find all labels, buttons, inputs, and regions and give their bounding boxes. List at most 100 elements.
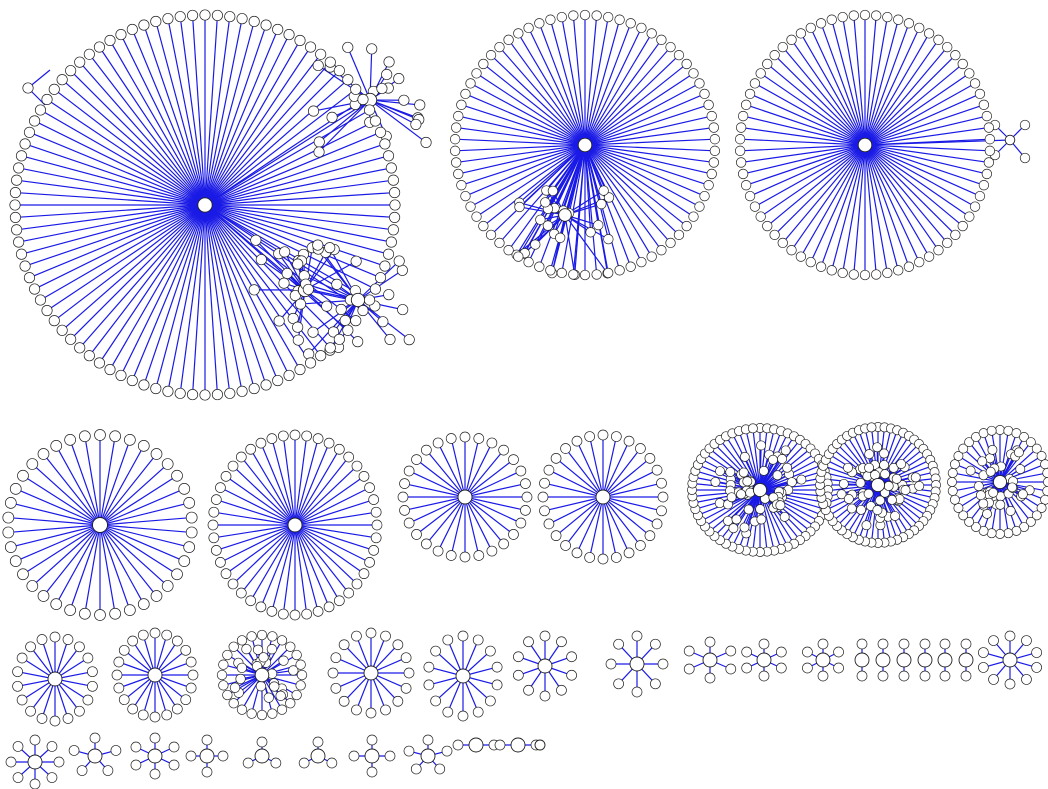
leaf-node[interactable]	[368, 545, 380, 556]
leaf-node[interactable]	[579, 9, 591, 21]
hub-node[interactable]	[958, 652, 974, 668]
leaf-node[interactable]	[768, 454, 778, 465]
leaf-node[interactable]	[635, 443, 646, 454]
leaf-node[interactable]	[453, 168, 464, 180]
leaf-node[interactable]	[1036, 451, 1047, 461]
leaf-node[interactable]	[758, 670, 770, 682]
leaf-node[interactable]	[276, 704, 288, 715]
leaf-node[interactable]	[545, 14, 556, 25]
leaf-node[interactable]	[1019, 152, 1031, 164]
leaf-node[interactable]	[986, 425, 997, 436]
hub-node[interactable]	[455, 668, 471, 684]
leaf-node[interactable]	[26, 458, 39, 470]
leaf-node[interactable]	[898, 670, 910, 682]
leaf-node[interactable]	[1015, 464, 1026, 475]
leaf-node[interactable]	[665, 237, 676, 249]
leaf-node[interactable]	[22, 82, 34, 94]
leaf-node[interactable]	[731, 514, 742, 525]
leaf-node[interactable]	[503, 34, 514, 45]
leaf-node[interactable]	[263, 692, 274, 703]
leaf-node[interactable]	[872, 442, 883, 453]
leaf-node[interactable]	[880, 469, 890, 480]
leaf-node[interactable]	[315, 48, 327, 60]
leaf-node[interactable]	[137, 598, 150, 611]
leaf-node[interactable]	[369, 283, 381, 295]
leaf-node[interactable]	[725, 663, 737, 675]
leaf-node[interactable]	[255, 437, 267, 449]
leaf-node[interactable]	[338, 695, 350, 707]
leaf-node[interactable]	[199, 9, 211, 21]
leaf-node[interactable]	[255, 681, 267, 692]
leaf-node[interactable]	[703, 99, 714, 110]
leaf-node[interactable]	[623, 435, 635, 447]
leaf-node[interactable]	[2, 511, 15, 524]
leaf-node[interactable]	[613, 638, 624, 650]
leaf-node[interactable]	[288, 665, 299, 676]
leaf-node[interactable]	[127, 635, 139, 647]
leaf-node[interactable]	[520, 505, 531, 516]
leaf-node[interactable]	[442, 706, 454, 718]
leaf-node[interactable]	[762, 220, 773, 232]
hub-node[interactable]	[47, 671, 63, 687]
leaf-node[interactable]	[460, 190, 471, 202]
leaf-node[interactable]	[744, 190, 756, 202]
leaf-node[interactable]	[964, 211, 975, 222]
leaf-node[interactable]	[248, 15, 260, 28]
leaf-node[interactable]	[882, 267, 893, 279]
leaf-node[interactable]	[312, 433, 324, 444]
leaf-node[interactable]	[118, 694, 130, 706]
leaf-node[interactable]	[87, 666, 98, 678]
leaf-node[interactable]	[971, 522, 981, 532]
leaf-node[interactable]	[699, 88, 710, 100]
leaf-node[interactable]	[303, 348, 315, 360]
hub-node[interactable]	[857, 137, 873, 153]
leaf-node[interactable]	[535, 214, 546, 225]
leaf-node[interactable]	[694, 78, 705, 89]
leaf-node[interactable]	[150, 590, 163, 602]
leaf-node[interactable]	[706, 168, 717, 180]
leaf-node[interactable]	[50, 598, 63, 611]
leaf-node[interactable]	[826, 14, 837, 25]
leaf-node[interactable]	[245, 443, 257, 455]
leaf-node[interactable]	[36, 634, 48, 645]
leaf-node[interactable]	[312, 736, 324, 748]
leaf-node[interactable]	[777, 454, 788, 464]
leaf-node[interactable]	[25, 705, 36, 717]
leaf-node[interactable]	[1017, 489, 1028, 500]
leaf-node[interactable]	[848, 10, 859, 21]
leaf-node[interactable]	[741, 646, 753, 658]
leaf-node[interactable]	[185, 750, 197, 762]
leaf-node[interactable]	[817, 638, 829, 650]
leaf-node[interactable]	[755, 68, 766, 79]
leaf-node[interactable]	[216, 669, 228, 681]
leaf-node[interactable]	[523, 256, 534, 268]
leaf-node[interactable]	[459, 551, 471, 563]
leaf-node[interactable]	[614, 14, 625, 25]
leaf-node[interactable]	[744, 88, 756, 100]
leaf-node[interactable]	[988, 487, 999, 498]
leaf-node[interactable]	[301, 430, 313, 442]
leaf-node[interactable]	[126, 23, 138, 36]
leaf-node[interactable]	[294, 34, 306, 47]
leaf-node[interactable]	[161, 580, 174, 592]
leaf-node[interactable]	[747, 423, 758, 434]
leaf-node[interactable]	[725, 645, 737, 657]
leaf-node[interactable]	[614, 265, 625, 276]
leaf-node[interactable]	[104, 363, 116, 376]
leaf-node[interactable]	[41, 93, 53, 105]
hub-node[interactable]	[27, 754, 43, 770]
leaf-node[interactable]	[215, 557, 226, 568]
leaf-node[interactable]	[872, 505, 883, 516]
leaf-node[interactable]	[456, 180, 467, 191]
leaf-node[interactable]	[34, 294, 47, 306]
leaf-node[interactable]	[403, 465, 415, 477]
leaf-node[interactable]	[222, 689, 233, 701]
leaf-node[interactable]	[965, 465, 976, 476]
leaf-node[interactable]	[579, 269, 591, 281]
leaf-node[interactable]	[513, 651, 524, 663]
leaf-node[interactable]	[68, 745, 80, 756]
leaf-node[interactable]	[566, 651, 577, 663]
leaf-node[interactable]	[292, 334, 304, 346]
leaf-node[interactable]	[333, 595, 345, 607]
leaf-node[interactable]	[585, 227, 596, 238]
